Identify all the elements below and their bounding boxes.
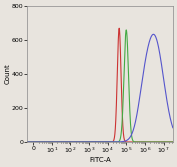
Y-axis label: Count: Count: [4, 64, 10, 85]
X-axis label: FITC-A: FITC-A: [89, 157, 111, 163]
